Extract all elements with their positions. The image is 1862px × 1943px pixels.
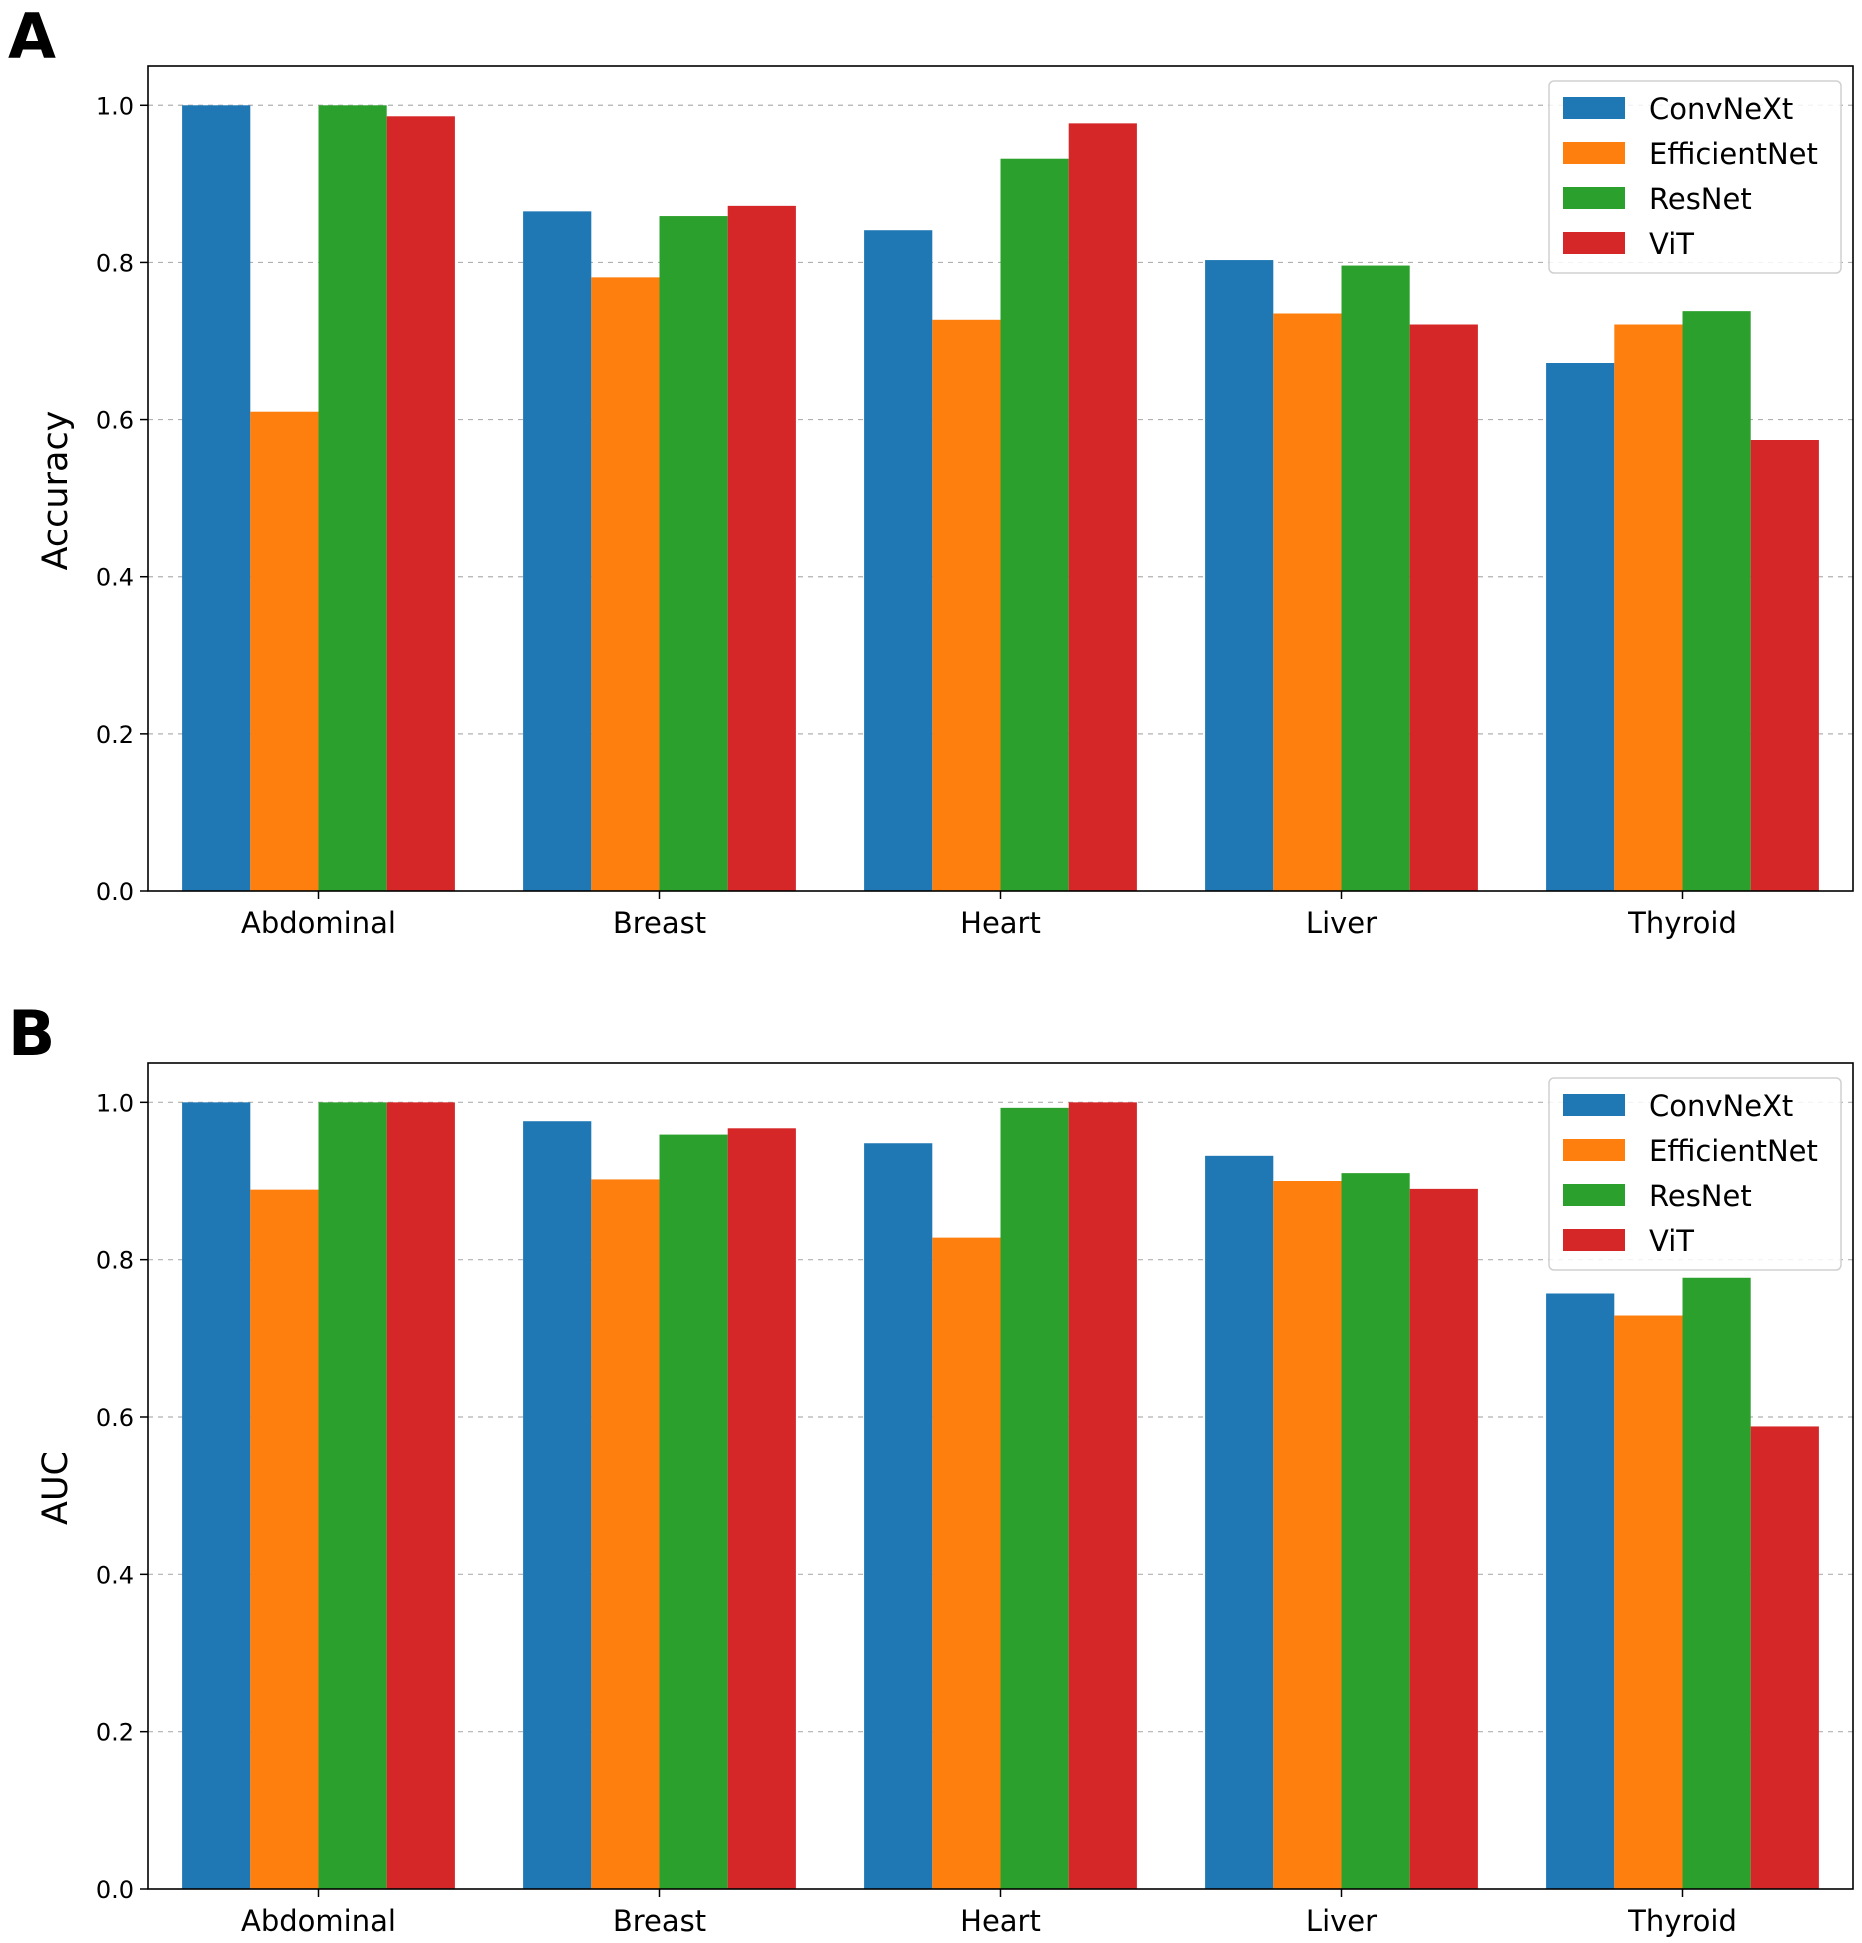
panel-b-y-tick-label: 0.2 bbox=[96, 1719, 134, 1747]
panel-a-y-tick-label: 0.2 bbox=[96, 721, 134, 749]
panel-b-y-tick-label: 1.0 bbox=[96, 1089, 134, 1117]
panel-b-legend-swatch-vit bbox=[1563, 1229, 1625, 1251]
panel-a-bar-convnext-heart bbox=[864, 230, 933, 891]
panel-b-bar-efficientnet-thyroid bbox=[1614, 1315, 1683, 1889]
panel-b-legend-label-vit: ViT bbox=[1649, 1224, 1694, 1258]
panel-b-x-tick-label-heart: Heart bbox=[960, 1904, 1041, 1938]
panel-b-y-tick-label: 0.4 bbox=[96, 1561, 134, 1589]
panel-b-bar-resnet-liver bbox=[1341, 1173, 1410, 1889]
panel-a-x-tick-label-abdominal: Abdominal bbox=[241, 906, 396, 940]
panel-b-y-tick-label: 0.8 bbox=[96, 1247, 134, 1275]
panel-a-label: A bbox=[8, 0, 56, 73]
panel-a-bar-vit-breast bbox=[727, 205, 796, 891]
panel-a-legend-swatch-vit bbox=[1563, 232, 1625, 254]
panel-a-bar-resnet-heart bbox=[1000, 158, 1069, 891]
panel-a-legend-label-resnet: ResNet bbox=[1649, 182, 1752, 216]
panel-b-bar-resnet-thyroid bbox=[1682, 1277, 1751, 1889]
panel-b-bar-convnext-heart bbox=[864, 1143, 933, 1889]
panel-a-y-tick-label: 0.4 bbox=[96, 564, 134, 592]
panel-a-y-tick-label: 0.0 bbox=[96, 878, 134, 906]
panel-a-bar-resnet-thyroid bbox=[1682, 311, 1751, 892]
panel-a-bar-resnet-abdominal bbox=[318, 105, 387, 892]
panel-b-x-tick-label-thyroid: Thyroid bbox=[1627, 1904, 1737, 1938]
panel-b-bar-convnext-abdominal bbox=[182, 1102, 251, 1889]
panel-b-bar-convnext-liver bbox=[1205, 1155, 1274, 1889]
panel-a-bar-efficientnet-breast bbox=[591, 277, 660, 891]
panel-a-x-tick-label-liver: Liver bbox=[1306, 906, 1377, 940]
panel-a-bar-vit-abdominal bbox=[386, 116, 455, 892]
panel-b-legend-swatch-resnet bbox=[1563, 1184, 1625, 1206]
panel-b-bar-resnet-abdominal bbox=[318, 1102, 387, 1889]
panel-a-bar-efficientnet-heart bbox=[932, 319, 1001, 891]
panel-b-auc-chart: B 0.0 0.2 0.4 0.6 0.8 1.0 Abdominal Breast Heart… bbox=[8, 997, 1854, 1938]
panel-a-x-tick-label-heart: Heart bbox=[960, 906, 1041, 940]
panel-a-y-tick-label: 0.6 bbox=[96, 407, 134, 435]
panel-b-legend-label-convnext: ConvNeXt bbox=[1649, 1089, 1793, 1123]
panel-b-y-axis-label: AUC bbox=[36, 1451, 76, 1525]
panel-b-legend-label-resnet: ResNet bbox=[1649, 1179, 1752, 1213]
panel-b-bar-vit-thyroid bbox=[1750, 1426, 1819, 1889]
panel-b-x-tick-label-abdominal: Abdominal bbox=[241, 1904, 396, 1938]
panel-b-legend-box bbox=[1548, 1077, 1842, 1271]
panel-b-x-tick-label-breast: Breast bbox=[613, 1904, 706, 1938]
panel-b-x-tick-label-liver: Liver bbox=[1306, 1904, 1377, 1938]
panel-a-legend-box bbox=[1548, 80, 1842, 274]
panel-a-legend-swatch-efficientnet bbox=[1563, 142, 1625, 164]
panel-a-accuracy-chart: A 0.0 0.2 0.4 0.6 0.8 1.0 Abdominal Breast Heart… bbox=[8, 0, 1854, 940]
panel-a-bar-efficientnet-liver bbox=[1273, 313, 1342, 891]
panel-b-legend-swatch-efficientnet bbox=[1563, 1139, 1625, 1161]
panel-a-bar-efficientnet-thyroid bbox=[1614, 324, 1683, 891]
panel-a-axes-frame bbox=[147, 65, 1854, 892]
panel-a-legend-swatch-resnet bbox=[1563, 187, 1625, 209]
panel-b-y-tick-label: 0.0 bbox=[96, 1876, 134, 1904]
panel-a-legend-label-convnext: ConvNeXt bbox=[1649, 92, 1793, 126]
panel-b-bar-convnext-thyroid bbox=[1546, 1293, 1615, 1889]
panel-a-legend-swatch-convnext bbox=[1563, 97, 1625, 119]
panel-b-y-tick-label: 0.6 bbox=[96, 1404, 134, 1432]
panel-b-bar-resnet-breast bbox=[659, 1134, 728, 1889]
panel-a-bar-vit-heart bbox=[1068, 123, 1137, 892]
panel-a-bar-resnet-breast bbox=[659, 216, 728, 892]
panel-b-bar-efficientnet-abdominal bbox=[250, 1189, 319, 1889]
panel-b-bar-vit-breast bbox=[727, 1128, 796, 1889]
panel-b-label: B bbox=[8, 997, 55, 1070]
panel-b-bar-vit-liver bbox=[1409, 1188, 1478, 1889]
panel-a-bar-convnext-thyroid bbox=[1546, 363, 1615, 891]
panel-a-bar-convnext-abdominal bbox=[182, 105, 251, 892]
panel-a-x-tick-label-thyroid: Thyroid bbox=[1627, 906, 1737, 940]
panel-a-bar-resnet-liver bbox=[1341, 265, 1410, 892]
panel-b-bar-efficientnet-heart bbox=[932, 1237, 1001, 1889]
panel-a-bar-vit-thyroid bbox=[1750, 440, 1819, 891]
panel-a-y-tick-label: 0.8 bbox=[96, 249, 134, 277]
panel-a-legend-label-efficientnet: EfficientNet bbox=[1649, 137, 1818, 171]
panel-a-bar-vit-liver bbox=[1409, 324, 1478, 891]
panel-b-bar-convnext-breast bbox=[523, 1121, 592, 1889]
panel-b-axes-frame bbox=[147, 1062, 1854, 1890]
panel-a-bar-convnext-breast bbox=[523, 211, 592, 891]
panel-b-bar-vit-abdominal bbox=[386, 1102, 455, 1889]
panel-b-legend-swatch-convnext bbox=[1563, 1094, 1625, 1116]
panel-a-bar-efficientnet-abdominal bbox=[250, 411, 319, 891]
panel-a-bar-convnext-liver bbox=[1205, 260, 1274, 892]
panel-b-legend: ConvNeXt EfficientNet ResNet ViT bbox=[1548, 1077, 1842, 1271]
panel-a-y-tick-label: 1.0 bbox=[96, 92, 134, 120]
panel-b-bar-efficientnet-breast bbox=[591, 1179, 660, 1889]
panel-b-legend-label-efficientnet: EfficientNet bbox=[1649, 1134, 1818, 1168]
panel-b-bar-efficientnet-liver bbox=[1273, 1181, 1342, 1889]
panel-a-y-axis-label: Accuracy bbox=[36, 411, 76, 571]
panel-a-legend-label-vit: ViT bbox=[1649, 227, 1694, 261]
panel-b-bar-vit-heart bbox=[1068, 1102, 1137, 1889]
panel-a-legend: ConvNeXt EfficientNet ResNet ViT bbox=[1548, 80, 1842, 274]
panel-a-x-tick-label-breast: Breast bbox=[613, 906, 706, 940]
panel-b-bar-resnet-heart bbox=[1000, 1107, 1069, 1889]
